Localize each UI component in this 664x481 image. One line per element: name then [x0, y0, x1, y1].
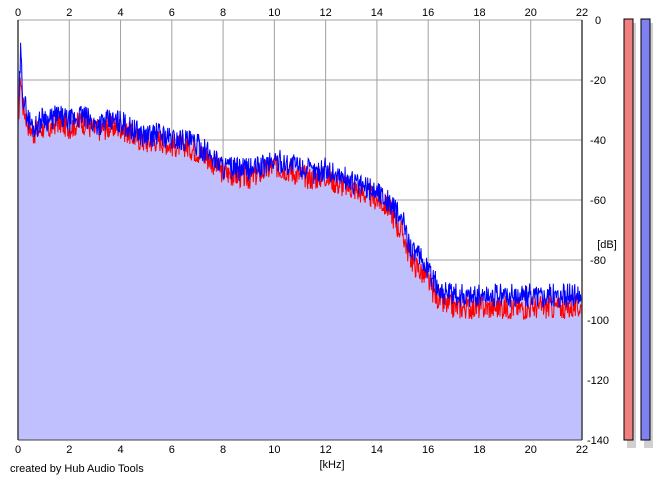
x-tick-label-bottom: 10 — [268, 444, 280, 456]
footer-credit: created by Hub Audio Tools — [10, 463, 144, 475]
x-tick-label-top: 8 — [220, 7, 226, 19]
x-tick-label-bottom: 6 — [169, 444, 175, 456]
x-tick-label-bottom: 20 — [525, 444, 537, 456]
x-tick-label-top: 20 — [525, 7, 537, 19]
x-tick-label-top: 10 — [268, 7, 280, 19]
y-tick-label: -40 — [590, 135, 606, 147]
x-axis-bottom-ticks: 0 2 4 6 8 10 12 14 16 18 20 22 — [15, 444, 588, 456]
y-tick-label: -100 — [587, 315, 609, 327]
series-lines — [17, 42, 583, 321]
level-bar — [623, 18, 634, 441]
x-tick-label-top: 2 — [66, 7, 72, 19]
x-tick-label-top: 6 — [169, 7, 175, 19]
x-tick-label-bottom: 4 — [117, 444, 123, 456]
y-tick-label: 0 — [595, 15, 601, 27]
x-tick-label-bottom: 18 — [473, 444, 485, 456]
x-tick-label-top: 14 — [371, 7, 383, 19]
series-line-blue — [17, 42, 583, 308]
x-tick-label-top: 16 — [422, 7, 434, 19]
y-tick-label: -80 — [590, 255, 606, 267]
x-axis-top-ticks: 0 2 4 6 8 10 12 14 16 18 20 22 — [15, 7, 588, 19]
x-tick-label-top: 12 — [320, 7, 332, 19]
plot-frame — [17, 20, 583, 441]
x-tick-label-top: 18 — [473, 7, 485, 19]
y-axis-ticks: 0 -20 -40 -60 -80 -100 -120 -140 — [587, 15, 609, 447]
x-tick-label-top: 22 — [576, 7, 588, 19]
x-axis-label: [kHz] — [319, 459, 344, 471]
y-tick-label: -60 — [590, 195, 606, 207]
y-axis-label: [dB] — [597, 239, 617, 251]
x-tick-label-bottom: 14 — [371, 444, 383, 456]
x-tick-label-top: 0 — [15, 7, 21, 19]
x-tick-label-top: 4 — [117, 7, 123, 19]
y-tick-label: -140 — [587, 435, 609, 447]
x-tick-label-bottom: 12 — [320, 444, 332, 456]
level-meters — [623, 18, 653, 448]
x-tick-label-bottom: 2 — [66, 444, 72, 456]
x-tick-label-bottom: 22 — [576, 444, 588, 456]
x-tick-label-bottom: 16 — [422, 444, 434, 456]
x-tick-label-bottom: 8 — [220, 444, 226, 456]
y-tick-label: -120 — [587, 375, 609, 387]
x-tick-label-bottom: 0 — [15, 444, 21, 456]
spectrum-fill-area — [18, 42, 582, 441]
y-tick-label: -20 — [590, 75, 606, 87]
level-bar — [640, 18, 651, 441]
